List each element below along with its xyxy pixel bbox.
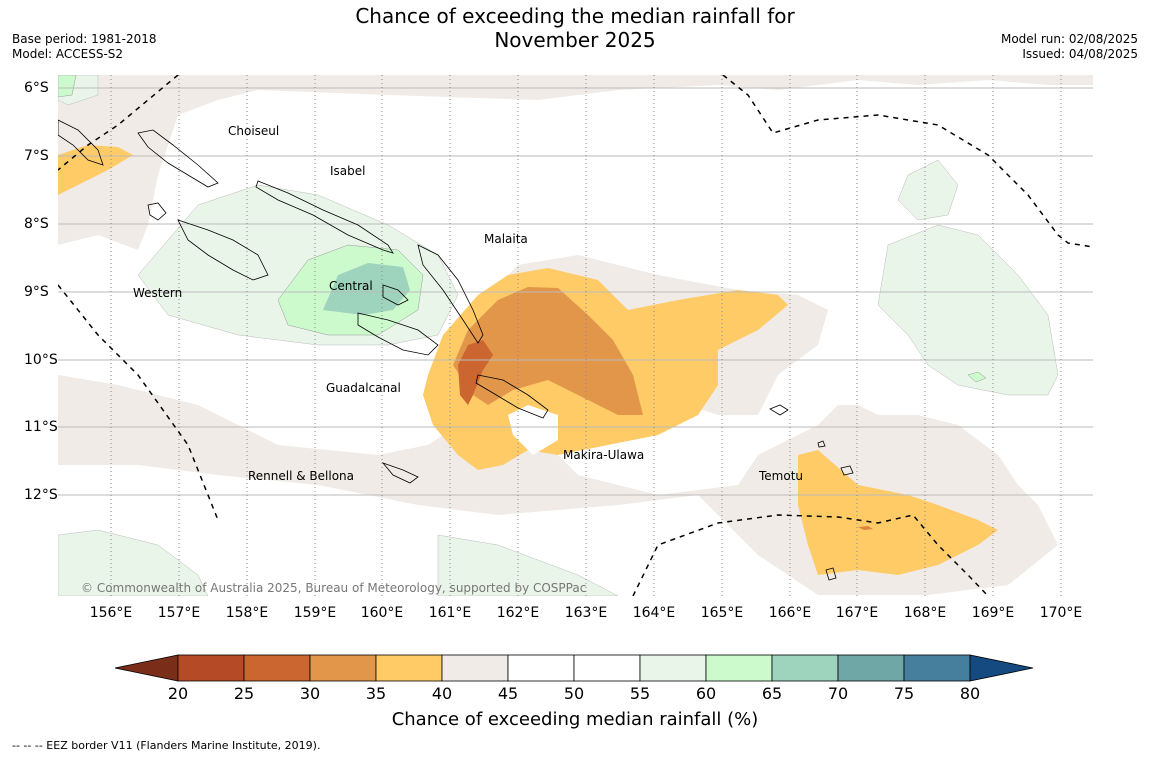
colorbar-cell [375, 654, 443, 682]
colorbar-cell [903, 654, 971, 682]
islands [58, 119, 854, 581]
island-shortlands [147, 202, 167, 221]
band-25-30 [458, 340, 493, 405]
lon-label: 166°E [768, 605, 812, 621]
lon-label: 167°E [835, 605, 879, 621]
colorbar-tick: 70 [827, 684, 849, 703]
band-25-30-temotu [858, 526, 873, 530]
lat-label: 8°S [24, 216, 49, 232]
lon-label: 164°E [632, 605, 676, 621]
lon-label: 157°E [157, 605, 201, 621]
colorbar-tick: 20 [167, 684, 189, 703]
lon-label: 170°E [1039, 605, 1083, 621]
label-western: Western [133, 286, 182, 300]
colorbar-cell [441, 654, 509, 682]
eez-footnote: -- -- -- EEZ border V11 (Flanders Marine… [12, 739, 321, 752]
lat-label: 11°S [24, 419, 58, 435]
lon-label: 159°E [293, 605, 337, 621]
island-isabel [255, 180, 394, 254]
rainfall-map: Choiseul Isabel Malaita Western Central … [58, 75, 1093, 596]
colorbar [114, 654, 1034, 682]
issued-date: Issued: 04/08/2025 [1022, 47, 1138, 61]
lat-label: 10°S [24, 352, 58, 368]
title-line-1: Chance of exceeding the median rainfall … [355, 4, 795, 28]
colorbar-extend-high [969, 654, 1034, 682]
white-patch [508, 405, 558, 455]
island-central [382, 284, 409, 306]
colorbar-tick: 25 [233, 684, 255, 703]
lon-label: 158°E [225, 605, 269, 621]
lat-label: 7°S [24, 148, 49, 164]
island-makira [475, 374, 549, 419]
colorbar-tick: 75 [893, 684, 915, 703]
colorbar-cell [243, 654, 311, 682]
island-santa-cruz [769, 404, 789, 416]
label-guadalcanal: Guadalcanal [326, 381, 401, 395]
lat-label: 6°S [24, 80, 49, 96]
colorbar-tick: 60 [695, 684, 717, 703]
colorbar-cells [114, 654, 1034, 682]
colorbar-tick: 65 [761, 684, 783, 703]
base-period: Base period: 1981-2018 [12, 32, 157, 46]
colorbar-cell [309, 654, 377, 682]
lon-label: 160°E [360, 605, 404, 621]
model-name: Model: ACCESS-S2 [12, 47, 124, 61]
island-bougainville-tip [58, 119, 104, 166]
label-choiseul: Choiseul [228, 124, 279, 138]
colorbar-tick: 35 [365, 684, 387, 703]
eez-border [58, 75, 1093, 596]
copyright-text: © Commonwealth of Australia 2025, Bureau… [81, 581, 586, 595]
colorbar-tick: 55 [629, 684, 651, 703]
band-30-35 [453, 287, 643, 415]
chart-title: Chance of exceeding the median rainfall … [0, 4, 1150, 52]
colorbar-tick: 30 [299, 684, 321, 703]
island-new-georgia [177, 219, 269, 281]
band-55-60 [58, 75, 1059, 596]
island-choiseul [137, 129, 219, 188]
colorbar-tick: 80 [959, 684, 981, 703]
grid [58, 87, 1093, 496]
meta-left: Base period: 1981-2018 Model: ACCESS-S2 [12, 32, 157, 62]
colorbar-cell [837, 654, 905, 682]
colorbar-cell [771, 654, 839, 682]
meridians [110, 75, 1062, 596]
label-central: Central [329, 279, 373, 293]
colorbar-label: Chance of exceeding median rainfall (%) [391, 709, 759, 730]
lat-label: 9°S [24, 284, 49, 300]
colorbar-cell [573, 654, 641, 682]
label-temotu: Temotu [758, 469, 803, 483]
lon-label: 162°E [496, 605, 540, 621]
colorbar-tick: 40 [431, 684, 453, 703]
island-guadalcanal [357, 312, 439, 356]
colorbar-cell [705, 654, 773, 682]
colorbar-cell [639, 654, 707, 682]
island-rennell [381, 462, 419, 484]
colorbar-extend-low [114, 654, 179, 682]
island-small-south [825, 567, 837, 581]
lon-label: 161°E [428, 605, 472, 621]
lon-label: 156°E [89, 605, 133, 621]
lon-label: 169°E [971, 605, 1015, 621]
colorbar-cell [507, 654, 575, 682]
longitude-labels: 156°E 157°E 158°E 159°E 160°E 161°E 162°… [0, 605, 1150, 625]
title-line-2: November 2025 [494, 28, 656, 52]
label-malaita: Malaita [484, 232, 528, 246]
lon-label: 168°E [903, 605, 947, 621]
colorbar-cell [177, 654, 245, 682]
model-run: Model run: 02/08/2025 [1000, 32, 1138, 46]
band-65-70 [323, 263, 410, 315]
island-malaita [417, 244, 484, 344]
lon-label: 163°E [564, 605, 608, 621]
island-utupua [840, 465, 854, 476]
colorbar-tick: 50 [563, 684, 585, 703]
lon-label: 165°E [700, 605, 744, 621]
label-isabel: Isabel [330, 164, 365, 178]
colorbar-tick: 45 [497, 684, 519, 703]
meta-right: Model run: 02/08/2025 Issued: 04/08/2025 [1001, 32, 1138, 62]
island-vanikoro [817, 440, 826, 448]
lat-label: 12°S [24, 487, 58, 503]
label-rennell-bellona: Rennell & Bellona [248, 469, 354, 483]
label-makira-ulawa: Makira-Ulawa [563, 448, 644, 462]
